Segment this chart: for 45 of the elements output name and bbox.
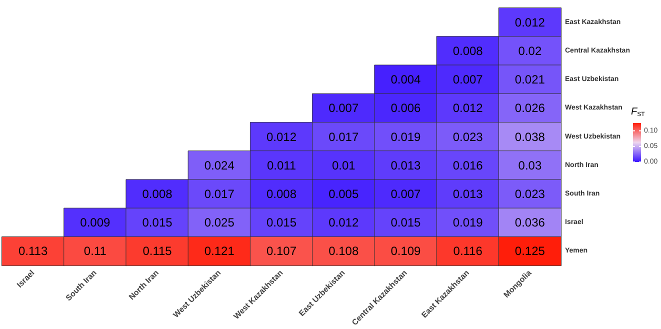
data-label: 0.008 [266,187,297,202]
data-label: 0.007 [390,187,422,202]
data-label: 0.007 [328,101,359,116]
data-label: 0.019 [390,130,422,144]
data-label: 0.013 [390,158,422,172]
data-label: 0.116 [453,244,483,258]
data-label: 0.03 [518,158,542,172]
data-label: 0.012 [328,216,359,230]
data-label: 0.013 [452,187,484,202]
data-label: 0.015 [266,216,297,230]
data-label: 0.026 [514,101,546,116]
data-label: 0.109 [390,244,422,258]
data-label: 0.023 [514,187,546,202]
data-label: 0.008 [142,187,173,202]
data-label: 0.025 [204,216,235,230]
data-label: 0.107 [266,244,297,258]
data-label: 0.01 [332,158,356,172]
data-label: 0.006 [390,101,422,116]
data-label: 0.017 [328,130,359,144]
data-label: 0.121 [204,244,235,258]
data-label: 0.11 [84,244,107,258]
data-label: 0.007 [452,72,484,87]
data-label: 0.019 [452,216,484,230]
data-label: 0.005 [328,187,359,202]
data-label: 0.038 [514,130,546,144]
data-label: 0.125 [514,244,546,258]
data-label: 0.015 [142,216,173,230]
data-label: 0.012 [452,101,484,116]
data-label: 0.009 [80,216,111,230]
data-label: 0.02 [518,44,542,58]
data-label: 0.108 [328,244,359,258]
data-label: 0.016 [452,158,484,172]
data-label: 0.011 [266,158,296,172]
data-label: 0.023 [452,130,484,144]
data-label: 0.012 [266,130,297,144]
data-label: 0.036 [514,216,546,230]
data-label: 0.115 [142,244,172,258]
data-label: 0.017 [204,187,235,202]
data-label: 0.015 [390,216,422,230]
data-label: 0.012 [514,15,546,30]
data-label: 0.024 [204,158,235,172]
data-label: 0.021 [514,72,546,87]
data-label: 0.113 [18,244,48,258]
data-label: 0.004 [390,72,422,87]
data-label: 0.008 [452,44,484,58]
